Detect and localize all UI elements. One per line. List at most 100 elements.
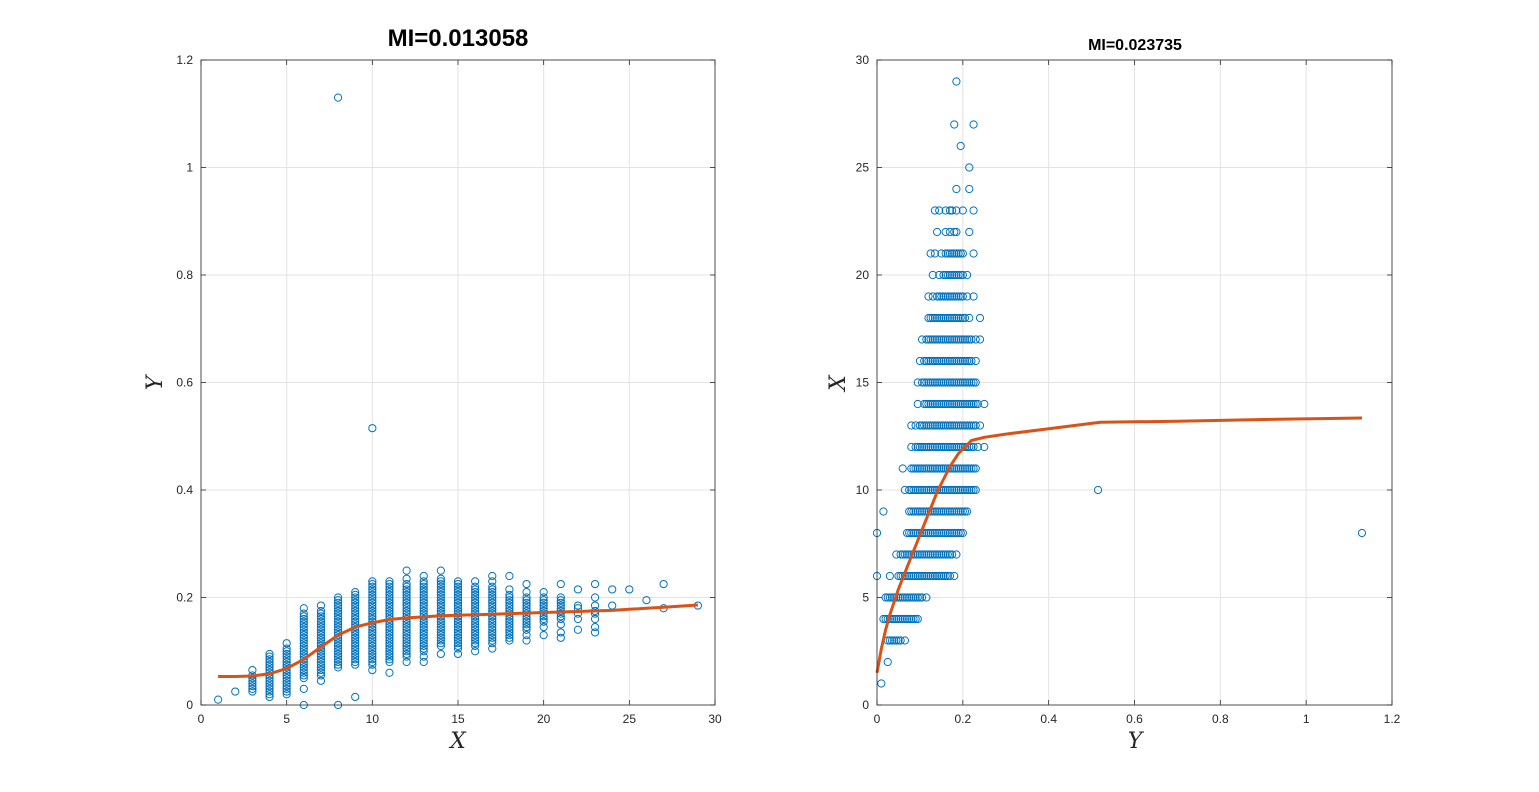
scatter-point — [419, 593, 428, 602]
scatter-point — [943, 399, 952, 409]
scatter-point — [956, 464, 965, 473]
scatter-point — [402, 574, 411, 583]
scatter-point — [950, 335, 959, 344]
scatter-point — [928, 356, 937, 366]
scatter-point — [932, 421, 942, 430]
scatter-point — [950, 249, 959, 258]
scatter-point — [948, 378, 957, 387]
scatter-point — [436, 593, 445, 602]
right-x-tick-label: 0 — [874, 712, 881, 726]
scatter-point — [316, 606, 326, 616]
scatter-point — [948, 356, 957, 366]
right-y-tick-labels: 0 5 10 15 20 25 30 — [856, 53, 870, 712]
scatter-point — [941, 313, 950, 323]
scatter-point — [952, 335, 961, 344]
scatter-point — [282, 684, 291, 693]
scatter-point — [905, 614, 914, 624]
scatter-point — [419, 652, 428, 661]
scatter-point — [385, 596, 394, 605]
scatter-point — [894, 636, 903, 645]
scatter-point — [960, 464, 970, 473]
left-x-tick-label: 10 — [366, 712, 380, 726]
scatter-point — [941, 206, 950, 215]
scatter-point — [939, 356, 948, 366]
scatter-point — [932, 335, 942, 344]
scatter-point — [945, 292, 955, 301]
scatter-point — [948, 206, 957, 215]
scatter-point — [948, 399, 957, 409]
scatter-point — [922, 528, 931, 538]
scatter-point — [911, 571, 920, 581]
scatter-point — [969, 421, 978, 430]
scatter-point — [928, 442, 937, 452]
scatter-point — [471, 620, 480, 629]
left-y-tick-label: 0.4 — [176, 483, 193, 497]
scatter-point — [316, 657, 326, 667]
scatter-point — [971, 356, 980, 366]
scatter-point — [368, 660, 377, 669]
scatter-point — [351, 617, 360, 626]
scatter-point — [488, 596, 497, 605]
scatter-point — [419, 639, 428, 648]
right-y-tick-label: 30 — [856, 53, 870, 67]
scatter-point — [905, 485, 914, 495]
scatter-point — [941, 335, 950, 344]
scatter-point — [351, 657, 360, 667]
right-x-tick-label: 0.6 — [1126, 712, 1143, 726]
scatter-point — [928, 270, 937, 280]
scatter-point — [590, 622, 600, 632]
scatter-point — [952, 378, 961, 387]
scatter-point — [385, 625, 394, 634]
scatter-point — [368, 596, 377, 605]
scatter-point — [902, 528, 912, 538]
scatter-point — [351, 612, 360, 621]
scatter-point — [556, 598, 565, 607]
scatter-point — [299, 631, 308, 640]
scatter-point — [932, 227, 942, 237]
right-scatter-points — [872, 77, 1367, 688]
scatter-point — [453, 622, 463, 632]
scatter-point — [911, 507, 920, 516]
scatter-point — [963, 507, 972, 516]
scatter-point — [958, 378, 967, 387]
scatter-point — [943, 356, 952, 366]
scatter-point — [453, 579, 463, 589]
scatter-point — [922, 335, 931, 344]
scatter-point — [590, 579, 600, 589]
scatter-point — [960, 399, 970, 409]
scatter-point — [967, 378, 976, 387]
scatter-point — [915, 485, 925, 495]
scatter-point — [316, 614, 326, 624]
left-y-tick-label: 1.2 — [176, 53, 193, 67]
scatter-point — [935, 442, 944, 452]
scatter-point — [282, 671, 291, 680]
scatter-point — [265, 655, 274, 664]
scatter-point — [351, 606, 360, 616]
scatter-point — [488, 577, 497, 586]
left-axes-box — [200, 59, 716, 706]
scatter-point — [333, 652, 343, 661]
scatter-point — [282, 676, 291, 685]
scatter-point — [419, 571, 428, 581]
scatter-point — [368, 655, 377, 664]
scatter-point — [436, 641, 445, 650]
scatter-point — [299, 612, 308, 621]
scatter-point — [316, 625, 326, 634]
scatter-point — [915, 464, 925, 473]
scatter-point — [265, 676, 274, 685]
scatter-point — [913, 442, 922, 452]
scatter-point — [924, 528, 933, 538]
scatter-point — [937, 378, 946, 387]
scatter-point — [941, 528, 950, 538]
scatter-point — [937, 571, 946, 581]
scatter-point — [963, 421, 972, 430]
scatter-point — [954, 464, 963, 473]
scatter-point — [333, 612, 343, 621]
scatter-point — [937, 399, 946, 409]
left-x-tick-label: 0 — [198, 712, 205, 726]
scatter-point — [402, 566, 411, 575]
scatter-point — [351, 601, 360, 610]
scatter-point — [952, 184, 961, 194]
scatter-point — [941, 249, 950, 258]
scatter-point — [960, 442, 970, 452]
